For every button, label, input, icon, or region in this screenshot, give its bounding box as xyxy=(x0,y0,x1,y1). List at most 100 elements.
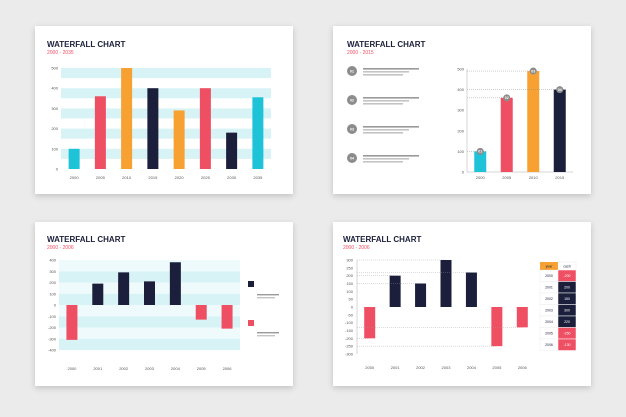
text-placeholder-line xyxy=(363,68,419,70)
x-tick-label: 2004 xyxy=(467,365,477,370)
text-placeholder-line xyxy=(257,332,279,334)
bar xyxy=(169,262,181,305)
x-tick-label: 2005 xyxy=(197,366,207,371)
step-badge xyxy=(347,66,357,76)
bar-marker-number: 03 xyxy=(531,69,535,73)
grid-stripe xyxy=(61,88,271,99)
y-tick-label: 200 xyxy=(457,128,464,133)
bar-marker xyxy=(503,94,511,102)
bar xyxy=(94,96,106,169)
legend-swatch-positive xyxy=(248,281,254,287)
x-tick-label: 2000 xyxy=(67,366,77,371)
table-cash-value: -130 xyxy=(563,343,570,347)
text-placeholder-line xyxy=(257,297,275,299)
y-tick-label: 0 xyxy=(54,303,57,308)
y-tick-label: 100 xyxy=(457,149,464,154)
table-header-label: year xyxy=(546,265,554,269)
bar xyxy=(465,272,477,307)
y-tick-label: 200 xyxy=(346,273,353,278)
table-year-value: 2001 xyxy=(545,285,553,289)
table-year-value: 2004 xyxy=(545,320,553,324)
text-placeholder-line xyxy=(363,161,403,163)
y-tick-label: -100 xyxy=(345,320,354,325)
x-tick-label: 2005 xyxy=(96,175,106,180)
chart-subtitle: 2000 - 2006 xyxy=(343,245,370,251)
y-tick-label: 100 xyxy=(51,146,58,151)
bar xyxy=(500,97,513,172)
grid-stripe xyxy=(61,148,271,159)
table-cash-value: 300 xyxy=(564,308,570,312)
y-tick-label: 300 xyxy=(49,269,56,274)
text-placeholder-line xyxy=(363,100,409,102)
text-placeholder-line xyxy=(363,74,403,76)
bar xyxy=(66,305,78,340)
bar xyxy=(252,97,264,169)
bar xyxy=(553,89,566,172)
text-placeholder-line xyxy=(257,294,279,296)
table-year-value: 2000 xyxy=(545,274,553,278)
step-number: 01 xyxy=(350,69,354,73)
legend-swatch-negative xyxy=(248,320,254,326)
chart-card-bottom-left: WATERFALL CHART 2000 - 2006 400 300 200 100 0 -… xyxy=(35,222,293,386)
x-tick-label: 2035 xyxy=(253,175,263,180)
step-number: 03 xyxy=(350,127,354,131)
grid-stripe xyxy=(59,305,240,317)
grid-stripe xyxy=(61,108,271,119)
bar xyxy=(364,307,376,339)
step-badge xyxy=(347,124,357,134)
x-tick-label: 2005 xyxy=(502,175,512,180)
bar xyxy=(118,272,130,305)
x-tick-label: 2025 xyxy=(201,175,211,180)
x-tick-label: 2006 xyxy=(223,366,233,371)
table-year-value: 2002 xyxy=(545,297,553,301)
table-header-year xyxy=(540,262,558,270)
y-tick-label: 300 xyxy=(346,258,353,263)
y-tick-label: 200 xyxy=(49,280,56,285)
bar xyxy=(144,281,155,305)
table-cash-value: 150 xyxy=(564,297,570,301)
bar xyxy=(68,148,80,169)
chart-card-top-left: WATERFALL CHART 2000 - 2035 0 100 200 300 400 5… xyxy=(35,26,293,194)
x-tick-label: 2002 xyxy=(416,365,426,370)
y-tick-label: -200 xyxy=(48,325,57,330)
x-tick-label: 2010 xyxy=(529,175,539,180)
x-tick-label: 2015 xyxy=(555,175,565,180)
bar xyxy=(92,283,104,305)
x-tick-label: 2005 xyxy=(492,365,502,370)
grid-stripe xyxy=(61,68,271,79)
y-tick-label: -50 xyxy=(347,312,354,317)
chart-subtitle: 2000 - 2006 xyxy=(47,245,74,251)
y-tick-label: 300 xyxy=(51,106,58,111)
bar xyxy=(147,88,159,169)
table-cash-value: -200 xyxy=(563,274,570,278)
y-tick-label: 400 xyxy=(49,258,56,263)
bar xyxy=(415,283,427,307)
step-badge xyxy=(347,153,357,163)
chart-card-top-right: WATERFALL CHART 2000 - 2015 01 02 03 04 0 100 20… xyxy=(333,26,591,194)
text-placeholder-line xyxy=(363,97,419,99)
x-tick-label: 2004 xyxy=(171,366,181,371)
y-tick-label: -400 xyxy=(48,348,57,353)
text-placeholder-line xyxy=(363,103,403,105)
x-tick-label: 2010 xyxy=(122,175,132,180)
table-cell-cash xyxy=(557,338,577,351)
y-tick-label: 100 xyxy=(49,291,56,296)
x-tick-label: 2030 xyxy=(227,175,237,180)
text-placeholder-line xyxy=(363,132,403,134)
y-tick-label: 400 xyxy=(51,86,58,91)
grid-stripe xyxy=(59,327,240,339)
x-tick-label: 2001 xyxy=(391,365,401,370)
bar-marker-number: 02 xyxy=(505,96,509,100)
bar xyxy=(516,307,528,328)
bar xyxy=(226,132,238,169)
y-tick-label: 0 xyxy=(462,170,465,175)
bar xyxy=(440,260,452,307)
y-tick-label: -200 xyxy=(345,336,354,341)
grid-stripe xyxy=(59,316,240,328)
table-year-value: 2005 xyxy=(545,331,553,335)
table-cash-value: 200 xyxy=(564,285,570,289)
bar xyxy=(221,305,233,329)
